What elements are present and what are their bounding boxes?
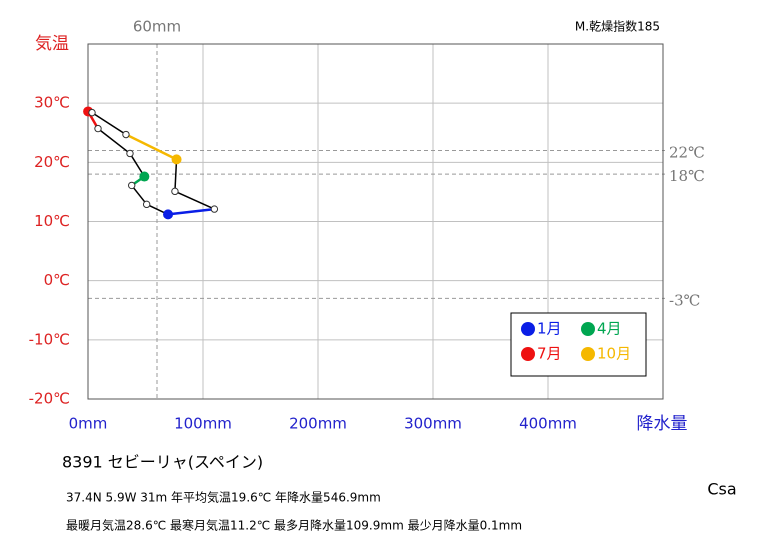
month-point [163,209,174,220]
climate-line [174,159,178,192]
legend-marker [521,322,535,336]
month-point [122,130,130,139]
month-point [88,108,96,117]
month-point [210,205,219,213]
legend-label: 10月 [597,345,631,363]
info-line: 最暖月気温28.6℃ 最寒月気温11.2℃ 最多月降水量109.9mm 最少月降… [66,518,522,533]
legend-marker [581,347,595,361]
station: 8391 セビーリャ(スペイン) [62,453,263,472]
x-tick-label: 0mm [69,415,108,433]
y-tick-label: 20℃ [34,153,70,171]
reference-label: 18℃ [669,167,705,185]
y-tick-label: 0℃ [44,271,70,289]
reference-label: 22℃ [669,144,705,162]
climate-line [174,190,215,210]
month-point [128,181,136,190]
x-tick-label: 200mm [289,415,347,433]
x-axis-title: 降水量 [637,414,688,434]
y-tick-label: -20℃ [29,390,70,408]
y-axis-title: 気温 [35,34,69,54]
y-tick-label: 30℃ [34,94,70,112]
x-tick-label: 400mm [519,415,577,433]
plot-border [87,43,664,400]
month-point [142,200,151,209]
legend-label: 1月 [537,320,562,338]
climate-class: Csa [707,480,736,499]
climate-line [125,133,178,161]
reference-label: 60mm [133,18,181,36]
climate-line [131,184,148,205]
month-point [126,149,134,158]
month-point [171,154,182,165]
month-point [139,171,150,182]
legend-label: 4月 [597,320,622,338]
x-tick-label: 300mm [404,415,462,433]
index-label: M.乾燥指数185 [575,19,660,34]
legend-marker [581,322,595,336]
legend-box [510,312,647,377]
climate-line [91,112,127,136]
climate-line [97,128,131,155]
month-point [94,124,102,133]
y-tick-label: -10℃ [29,330,70,348]
x-tick-label: 100mm [174,415,232,433]
info-line: 37.4N 5.9W 31m 年平均気温19.6℃ 年降水量546.9mm [66,490,381,505]
y-tick-label: 10℃ [34,212,70,230]
climate-line [167,207,215,216]
reference-label: -3℃ [669,291,700,309]
legend-label: 7月 [537,345,562,363]
month-point [171,187,179,196]
legend-marker [521,347,535,361]
